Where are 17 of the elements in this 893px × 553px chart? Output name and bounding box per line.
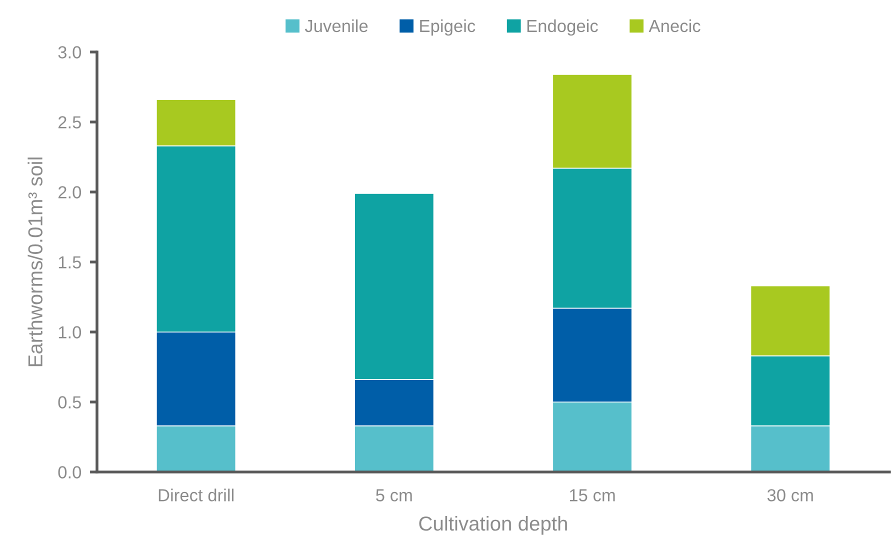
y-axis-title: Earthworms/0.01m³ soil [28, 158, 42, 366]
y-tick-label: 0.0 [58, 466, 82, 478]
x-tick-label: 5 cm [376, 489, 412, 502]
x-tick-label: 30 cm [767, 489, 813, 502]
y-tick-label: 0.5 [58, 396, 81, 408]
y-tick-label: 1.0 [58, 326, 82, 338]
x-axis-title: Cultivation depth [419, 516, 567, 535]
y-tick-label: 1.5 [58, 256, 81, 268]
legend-label: Anecic [648, 19, 700, 32]
y-tick-label: 2.5 [58, 116, 81, 128]
legend-label: Endogeic [527, 19, 598, 36]
x-tick-label: Direct drill [158, 488, 234, 502]
x-tick-label: 15 cm [570, 489, 615, 502]
legend-label: Epigeic [420, 19, 476, 36]
y-tick-label: 3.0 [58, 46, 82, 58]
legend-label: Juvenile [304, 19, 368, 32]
y-tick-label: 2.0 [58, 186, 82, 198]
